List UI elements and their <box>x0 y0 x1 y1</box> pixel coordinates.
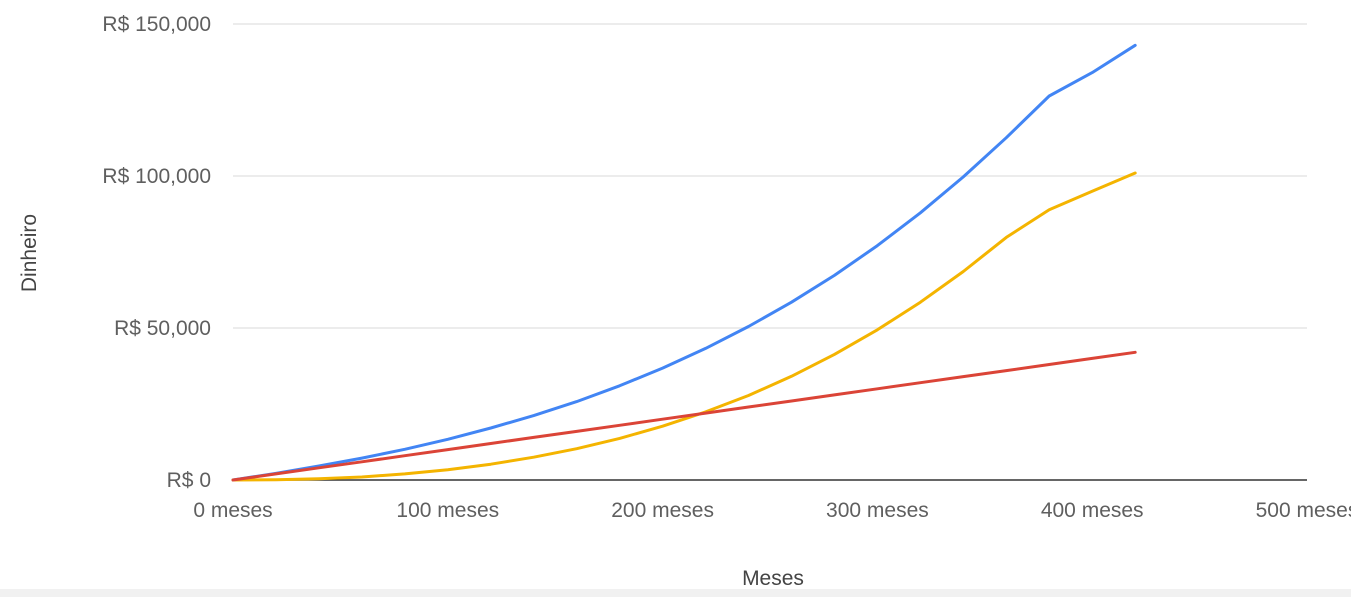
x-tick-label-0: 0 meses <box>193 499 272 522</box>
x-tick-label-2: 200 meses <box>611 499 714 522</box>
gridlines <box>233 23 1307 481</box>
x-tick-label-4: 400 meses <box>1041 499 1144 522</box>
x-axis-tick-labels: 0 meses 100 meses 200 meses 300 meses 400 me… <box>193 499 1351 522</box>
series-line-1 <box>231 171 1137 482</box>
y-tick-label-2: R$ 100,000 <box>102 165 211 188</box>
x-tick-label-3: 300 meses <box>826 499 929 522</box>
series-lines <box>231 43 1137 482</box>
x-tick-label-5: 500 meses <box>1256 499 1351 522</box>
series-line-0 <box>231 43 1137 482</box>
bottom-divider-strip <box>0 589 1351 597</box>
x-axis-title: Meses <box>742 567 804 590</box>
x-tick-label-1: 100 meses <box>396 499 499 522</box>
y-tick-label-3: R$ 150,000 <box>102 13 211 36</box>
y-tick-label-1: R$ 50,000 <box>114 317 211 340</box>
y-axis-tick-labels: R$ 0 R$ 50,000 R$ 100,000 R$ 150,000 <box>102 13 211 492</box>
series-line-2 <box>231 350 1137 482</box>
y-axis-title: Dinheiro <box>18 214 41 292</box>
y-tick-label-0: R$ 0 <box>167 469 211 492</box>
